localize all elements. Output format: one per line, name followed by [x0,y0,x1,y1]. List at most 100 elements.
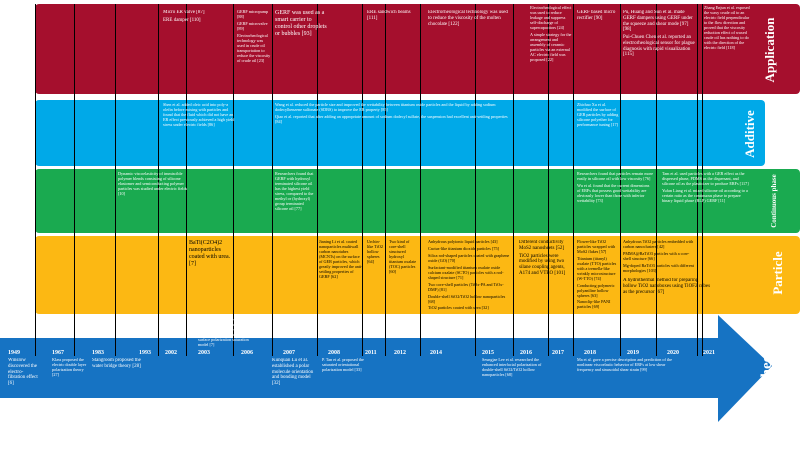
year-label: 2007 [283,350,295,356]
year-line-2007 [317,4,318,356]
year-label: 1949 [8,350,20,356]
entry-line: Conducting polymeric polyaniline hollow … [577,282,615,298]
particle-entry: A hydrothermal method for preparing holl… [623,278,713,312]
entry-line: Wu et al. found that the current dimensi… [577,182,650,203]
application-entry: GERF was used as a smart carrier to cont… [275,10,327,92]
entry-line: Winslow discovered the electro-fibration… [8,358,38,386]
year-line-2020 [697,4,698,356]
application-entry: Micro ER valve [87] ERE damper [110] [163,10,231,92]
entry-line: BaTi(C2O4)2 nanoparticles coated with ur… [189,240,231,267]
entry-line: Electrorheological technology was used t… [428,10,508,27]
entry-line: Dynamic viscoelasticity of immiscible po… [118,172,188,196]
entry-line: Urchin-like TiO2 hollow spheres [64] [367,240,383,264]
year-line-2008 [362,4,363,356]
particle-entry: Anhydrous TiO2 particles embedded with c… [623,240,695,276]
application-entry: Electrorheological technology was used t… [428,10,510,92]
year-label: 2020 [667,350,679,356]
year-line-2003 [233,4,234,356]
theory-entry: P. Tan et al. proposed the saturated ori… [322,358,366,418]
entry-line: Jianing Li et al. coated nanoparticles m… [319,240,363,279]
entry-line: Researchers found that particles remain … [577,172,653,181]
year-label: 2002 [165,350,177,356]
year-line-2018 [620,4,621,356]
entry-line: Two kind of core-shell structured hydrox… [389,240,417,274]
year-line-2015 [513,4,514,356]
entry-line: Klass proposed the electric double layer… [52,358,87,377]
year-label: 2018 [584,350,596,356]
year-label: 2021 [703,350,715,356]
entry-line: Surfactant-modified titanium oxalate oxi… [428,264,504,280]
entry-line: Pu, Huang and Sun et al. made GERF dampe… [623,10,693,33]
application-entry: ERE sandwich beams [111] [367,10,417,92]
year-line-2016 [548,4,549,356]
year-line-2019 [656,4,657,356]
continuous-phase-entry: Tam et al. used particles with a GER eff… [662,172,750,232]
entry-line: Researchers found that GERF with hydroxy… [275,172,314,211]
additive-label: Additive [742,110,757,158]
theory-entry: Kunquan Lu et al. established a polar mo… [272,358,320,418]
application-entry: Electrorheological effect was used to re… [530,6,573,94]
entry-line: Nanoclip-like PANI particles [69] [577,299,611,310]
year-label: 2017 [552,350,564,356]
entry-line: Stangroom proposed the water bridge theo… [92,358,141,369]
year-label: 1983 [92,350,104,356]
theory-entry: Winslow discovered the electro-fibration… [8,358,38,418]
entry-line: GERF was used as a smart carrier to cont… [275,10,327,37]
entry-line: Tam et al. used particles with a GER eff… [662,172,749,186]
application-entry: GERF micropump [88] GERF microvalve [89] E… [237,10,271,92]
entry-line: Different conductivity MoS2 nanosheets [… [519,240,564,251]
theory-entry: Stangroom proposed the water bridge theo… [92,358,142,418]
particle-label: Particle [770,251,785,295]
theory-entry: Weijia Wen et al. developed a giant elec… [198,318,252,378]
entry-line: PMMA@BaTiO3 particles with a core-shell … [623,250,690,261]
entry-line: Zhichao Xu et al. modified the surface o… [577,103,619,127]
year-line-2014 [475,4,476,356]
entry-line: GERF based micro rectifier [90] [577,10,616,21]
year-line-1983 [115,4,116,356]
continuous-phase-entry: Researchers found that particles remain … [577,172,653,232]
year-label: 2008 [328,350,340,356]
year-line-2021 [702,4,703,356]
entry-line: Cactus-like titanium dioxide particles [… [428,245,499,251]
entry-line: Kunquan Lu et al. established a polar mo… [272,358,314,386]
additive-entry: Shen et al. added oleic acid into poly-a… [163,103,238,165]
entry-line: Anhydrous TiO2 particles embedded with c… [623,240,694,249]
application-band [35,4,800,94]
continuous-phase-band [35,169,800,233]
particle-entry: Flower-like TiO2 particles wrapped with … [577,240,619,312]
entry-line: ERE damper [110] [163,17,201,23]
entry-line: A simple strategy for the arrangement an… [530,31,572,62]
year-line-2011 [385,4,386,356]
entry-line: Qiao et al. reported that after adding a… [275,113,508,124]
entry-line: Flower-like TiO2 particles wrapped with … [577,240,616,254]
application-entry: Zhang Enjun et al. exposed the waxy crud… [704,6,752,94]
year-line-2017 [573,4,574,356]
year-label: 2006 [241,350,253,356]
additive-band [35,100,765,166]
entry-line: Silica rod-shaped particles coated with … [428,252,510,263]
entry-line: Shen et al. added oleic acid into poly-a… [163,103,235,127]
entry-line: ERE sandwich beams [111] [367,10,411,21]
year-label: 2003 [198,350,210,356]
entry-line: Electrorheological effect was used to re… [530,6,572,30]
continuous-phase-label: Continuous phase [770,174,778,228]
entry-line: GERF micropump [88] [237,10,269,19]
year-label: 1993 [139,350,151,356]
entry-line: Titanium (titanyl) oxalate (TTO) particl… [577,255,617,281]
year-line-1993 [158,4,159,356]
continuous-phase-entry: Dynamic viscoelasticity of immiscible po… [118,172,188,232]
particle-entry: Urchin-like TiO2 hollow spheres [64] [367,240,385,312]
entry-line: P. Tan et al. proposed the saturated ori… [322,358,364,372]
entry-line: TiO2 particles were modified by using tw… [519,253,566,276]
additive-entry: Zhichao Xu et al. modified the surface o… [577,103,619,165]
year-line-2002 [186,4,187,356]
particle-entry: Different conductivity MoS2 nanosheets [… [519,240,573,312]
year-label: 2014 [430,350,442,356]
entry-line: Electrorheological technology was used i… [237,32,271,63]
application-entry: Pu, Huang and Sun et al. made GERF dampe… [623,10,695,92]
theory-entry: Ma et al. gave a precise description and… [577,358,673,418]
entry-line: Weijia Wen et al. developed a giant elec… [198,318,252,347]
entry-line: TiO2 particles coated with urea [32] [428,305,489,311]
additive-entry: Wang et al. reduced the particle size an… [275,103,515,165]
